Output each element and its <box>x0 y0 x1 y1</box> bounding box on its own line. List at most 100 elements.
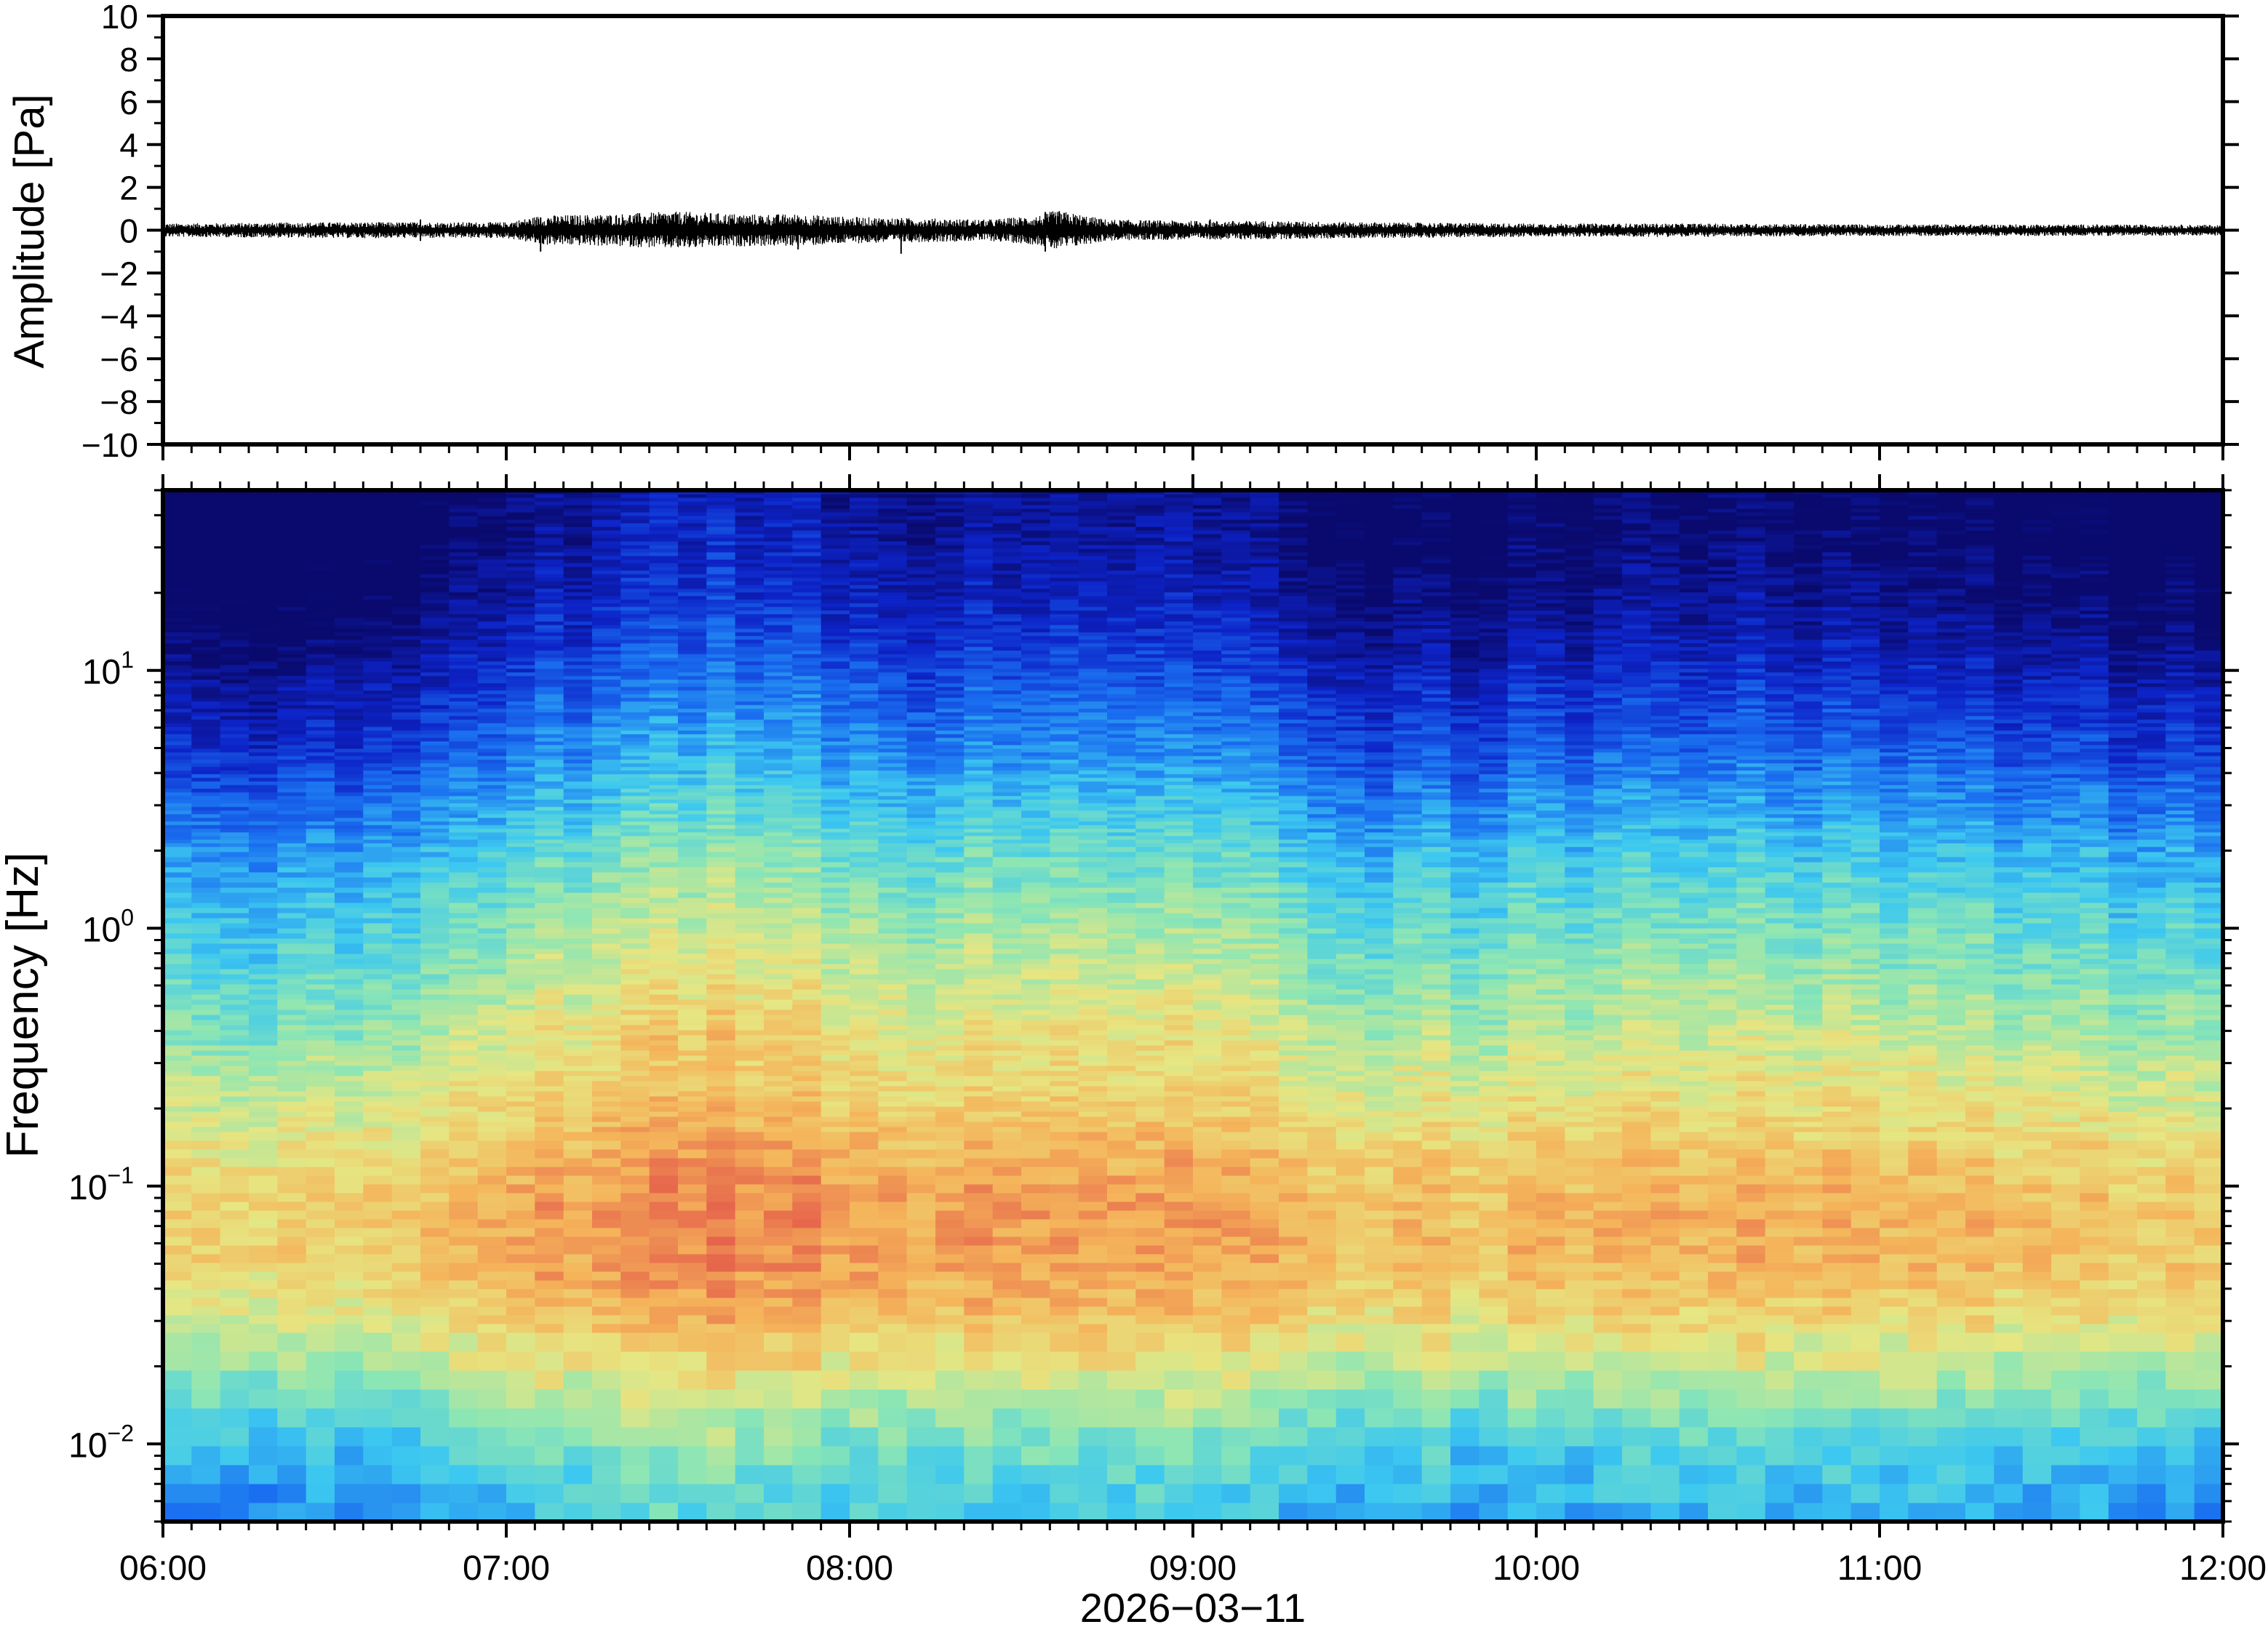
spectrogram-cell <box>878 1484 907 1503</box>
spectrogram-cell <box>535 1015 564 1020</box>
spectrogram-cell <box>535 1228 564 1237</box>
spectrogram-cell <box>706 527 735 531</box>
spectrogram-cell <box>249 785 278 789</box>
spectrogram-cell <box>564 872 593 878</box>
spectrogram-cell <box>792 1280 821 1290</box>
spectrogram-cell <box>535 1306 564 1316</box>
spectrogram-cell <box>650 857 679 863</box>
spectrogram-cell <box>678 567 707 571</box>
spectrogram-cell <box>335 567 364 571</box>
spectrogram-cell <box>335 701 364 705</box>
spectrogram-cell <box>821 574 850 578</box>
spectrogram-cell <box>335 741 364 745</box>
spectrogram-cell <box>363 862 392 868</box>
spectrogram-cell <box>392 701 421 705</box>
spectrogram-cell <box>191 1306 220 1316</box>
spectrogram-cell <box>506 697 535 702</box>
spectrogram-cell <box>650 862 679 868</box>
spectrogram-cell <box>420 599 450 604</box>
spectrogram-cell <box>564 959 593 964</box>
spectrogram-cell <box>277 1370 306 1390</box>
spectrogram-cell <box>306 639 335 644</box>
spectrogram-cell <box>249 665 278 669</box>
spectrogram-cell <box>878 537 907 542</box>
spectrogram-cell <box>478 1271 507 1281</box>
spectrogram-cell <box>335 636 364 640</box>
spectrogram-cell <box>535 745 564 749</box>
spectrogram-cell <box>706 994 735 1000</box>
spectrogram-cell <box>735 690 764 695</box>
spectrogram-cell <box>764 1025 793 1031</box>
spectrogram-cell <box>678 969 707 975</box>
spectrogram-cell <box>392 882 421 888</box>
spectrogram-cell <box>592 825 621 829</box>
spectrogram-cell <box>277 1271 306 1281</box>
spectrogram-cell <box>620 1055 650 1061</box>
spectrogram-cell <box>163 1228 192 1237</box>
spectrogram-cell <box>650 1263 679 1272</box>
spectrogram-cell <box>564 632 593 636</box>
spectrogram-cell <box>535 1315 564 1324</box>
spectrogram-cell <box>277 1081 306 1087</box>
spectrogram-cell <box>420 727 450 731</box>
spectrogram-cell <box>249 596 278 600</box>
spectrogram-cell <box>878 1280 907 1290</box>
spectrogram-cell <box>620 719 650 724</box>
spectrogram-cell <box>878 610 907 615</box>
spectrogram-cell <box>420 781 450 785</box>
spectrogram-cell <box>878 523 907 527</box>
spectrogram-cell <box>420 984 450 990</box>
spectrogram-cell <box>678 639 707 644</box>
spectrogram-cell <box>878 607 907 611</box>
spectrogram-cell <box>420 650 450 655</box>
spectrogram-cell <box>163 903 192 908</box>
spectrogram-cell <box>478 592 507 596</box>
spectrogram-cell <box>792 1071 821 1076</box>
spectrogram-cell <box>678 1106 707 1112</box>
spectrogram-cell <box>449 537 478 542</box>
spectrogram-cell <box>277 588 306 593</box>
spectrogram-cell <box>506 777 535 782</box>
spectrogram-cell <box>191 923 220 929</box>
spectrogram-cell <box>564 938 593 944</box>
spectrogram-cell <box>564 694 593 698</box>
spectrogram-cell <box>335 730 364 735</box>
spectrogram-cell <box>678 938 707 944</box>
spectrogram-cell <box>735 1193 764 1202</box>
spectrogram-cell <box>506 654 535 658</box>
spectrogram-cell <box>878 512 907 516</box>
spectrogram-cell <box>620 1503 650 1522</box>
spectrogram-cell <box>735 807 764 811</box>
spectrogram-cell <box>792 964 821 970</box>
spectrogram-cell <box>620 672 650 676</box>
spectrogram-cell <box>506 694 535 698</box>
spectrogram-cell <box>764 643 793 647</box>
spectrogram-cell <box>163 559 192 564</box>
spectrogram-cell <box>420 676 450 680</box>
spectrogram-cell <box>735 1306 764 1316</box>
spectrogram-cell <box>850 770 879 775</box>
spectrogram-cell <box>335 665 364 669</box>
spectrogram-cell <box>706 643 735 647</box>
spectrogram-cell <box>564 832 593 836</box>
spectrogram-cell <box>249 908 278 914</box>
spectrogram-cell <box>764 1245 793 1255</box>
spectrogram-cell <box>363 563 392 567</box>
spectrogram-cell <box>850 672 879 676</box>
spectrogram-cell <box>878 843 907 847</box>
spectrogram-cell <box>878 1254 907 1263</box>
spectrogram-cell <box>277 862 306 868</box>
spectrogram-cell <box>764 556 793 560</box>
spectrogram-cell <box>392 887 421 893</box>
spectrogram-cell <box>850 1210 879 1220</box>
spectrogram-cell <box>650 852 679 858</box>
spectrogram-cell <box>277 1315 306 1324</box>
spectrogram-cell <box>277 818 306 822</box>
spectrogram-cell <box>564 796 593 800</box>
spectrogram-cell <box>163 1280 192 1290</box>
spectrogram-cell <box>735 636 764 640</box>
spectrogram-cell <box>306 767 335 771</box>
spectrogram-cell <box>620 1254 650 1263</box>
spectrogram-cell <box>592 1101 621 1107</box>
spectrogram-cell <box>878 1149 907 1159</box>
